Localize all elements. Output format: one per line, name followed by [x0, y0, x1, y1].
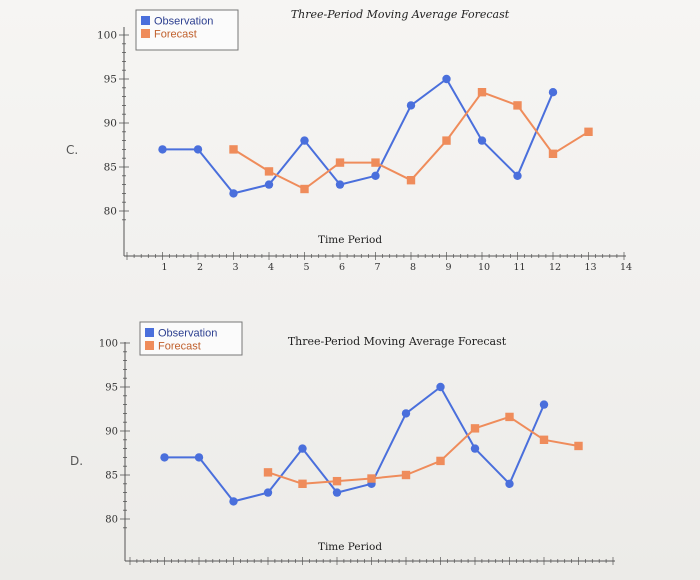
y-tick-label: 90: [104, 118, 117, 130]
chart-title: Three-Period Moving Average Forecast: [291, 8, 510, 21]
forecast-point: [584, 127, 593, 136]
forecast-point: [401, 470, 411, 480]
forecast-point: [332, 476, 342, 486]
x-tick-label: 1: [161, 262, 167, 273]
observation-point: [193, 145, 203, 154]
forecast-point: [574, 441, 583, 451]
observation-point: [371, 171, 380, 180]
observation-point: [229, 497, 238, 506]
y-tick-label: 95: [104, 74, 117, 86]
y-tick-label: 95: [105, 383, 118, 394]
y-tick-label: 85: [104, 162, 117, 174]
x-tick-label: 13: [584, 262, 596, 273]
x-tick-label: 2: [197, 262, 203, 273]
forecast-point: [229, 145, 238, 154]
forecast-point: [367, 474, 376, 483]
x-tick-label: 6: [339, 262, 345, 273]
chart-d: 80 85 90 95 100 Time Period Three-Period Movin…: [99, 321, 615, 565]
x-tick-label: 4: [268, 262, 274, 273]
legend-observation-swatch: [145, 328, 154, 337]
observation-point: [539, 400, 549, 409]
observation-point: [505, 479, 514, 488]
x-tick-label: 8: [410, 262, 416, 273]
observation-point: [470, 444, 480, 453]
observation-point: [335, 180, 345, 189]
forecast-point: [300, 184, 309, 194]
observation-point: [194, 453, 204, 462]
observation-point: [158, 145, 167, 154]
chart-title: Three-Period Moving Average Forecast: [288, 335, 507, 348]
forecast-point: [442, 136, 451, 145]
y-tick-label: 85: [105, 471, 118, 482]
legend-forecast-label: Forecast: [158, 341, 201, 353]
observation-point: [513, 171, 522, 180]
observation-point: [548, 88, 558, 97]
x-tick-label: 12: [549, 262, 561, 273]
forecast-point: [539, 435, 549, 444]
x-tick-label: 9: [445, 262, 451, 273]
forecast-point: [548, 149, 558, 158]
x-axis-label: Time Period: [318, 541, 382, 553]
forecast-point: [470, 424, 480, 433]
y-tick-label: 80: [104, 206, 117, 218]
observation-point: [477, 136, 487, 145]
observation-point: [298, 444, 307, 453]
legend-forecast-swatch: [141, 29, 150, 38]
forecast-point: [477, 88, 487, 97]
option-c-label: C.: [66, 143, 79, 157]
x-tick-label: 7: [374, 262, 380, 273]
x-tick-label: 14: [620, 262, 632, 273]
forecast-point: [371, 158, 380, 167]
observation-point: [401, 409, 411, 418]
legend-observation-label: Observation: [154, 16, 213, 28]
observation-point: [160, 453, 169, 462]
forecast-point: [436, 456, 445, 466]
observation-point: [300, 136, 309, 145]
legend-observation-swatch: [141, 16, 150, 25]
legend-box: [139, 321, 243, 356]
observation-point: [436, 382, 445, 392]
y-tick-label: 80: [105, 515, 118, 526]
x-tick-label: 10: [478, 262, 490, 273]
observation-line: [164, 386, 545, 503]
x-tick-label: 11: [513, 262, 525, 273]
observation-point: [263, 488, 273, 497]
forecast-point: [505, 412, 514, 422]
observation-point: [406, 101, 416, 110]
forecast-point: [264, 167, 274, 176]
forecast-point: [335, 158, 345, 167]
option-d-label: D.: [70, 454, 84, 468]
observation-point: [264, 180, 274, 189]
legend-box: [135, 9, 239, 51]
forecast-point: [513, 101, 522, 110]
forecast-point: [263, 468, 273, 477]
forecast-point: [298, 479, 307, 488]
y-tick-label: 90: [105, 427, 118, 438]
legend-observation-label: Observation: [158, 328, 217, 340]
x-tick-label: 5: [303, 262, 309, 273]
observation-line: [162, 78, 554, 195]
forecast-line: [267, 415, 579, 485]
observation-point: [229, 189, 238, 198]
x-tick-label: 3: [232, 262, 238, 273]
legend-forecast-swatch: [145, 341, 154, 350]
y-tick-label: 100: [99, 339, 118, 350]
legend-forecast-label: Forecast: [154, 29, 197, 41]
observation-point: [332, 488, 342, 497]
forecast-point: [406, 176, 416, 185]
y-tick-label: 100: [97, 30, 117, 42]
observation-point: [442, 74, 451, 84]
x-axis-label: Time Period: [318, 234, 382, 246]
